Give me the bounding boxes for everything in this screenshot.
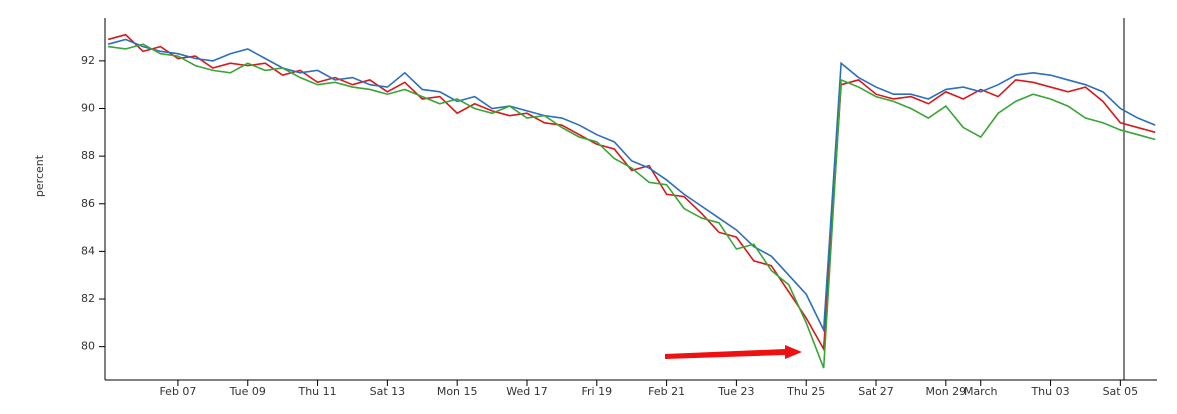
y-axis-label: percent <box>33 154 46 197</box>
y-tick-label: 80 <box>81 340 95 353</box>
x-tick-label: Thu 25 <box>786 385 825 398</box>
x-tick-label: Thu 11 <box>297 385 336 398</box>
y-tick-label: 92 <box>81 54 95 67</box>
arrow <box>665 345 802 359</box>
series-line <box>107 38 1156 334</box>
x-tick-label: Fri 19 <box>581 385 612 398</box>
annotation-arrow <box>665 345 802 359</box>
x-tick-label: Tue 09 <box>229 385 266 398</box>
x-tick-label: Tue 23 <box>717 385 754 398</box>
x-tick-label: Mon 15 <box>437 385 478 398</box>
y-tick-label: 84 <box>81 244 95 257</box>
y-tick-label: 82 <box>81 292 95 305</box>
series-line <box>108 43 1156 369</box>
series-line <box>107 33 1156 352</box>
x-tick-label: Sat 05 <box>1103 385 1139 398</box>
lines <box>107 33 1156 369</box>
y-tick-label: 88 <box>81 149 95 162</box>
x-tick-label: Sat 27 <box>858 385 894 398</box>
x-tick-label: Wed 17 <box>506 385 547 398</box>
x-tick-label: March <box>964 385 998 398</box>
y-tick-label: 86 <box>81 197 95 210</box>
x-tick-label: Thu 03 <box>1030 385 1069 398</box>
x-tick-label: Feb 21 <box>648 385 685 398</box>
x-tick-label: Feb 07 <box>159 385 196 398</box>
y-tick-label: 90 <box>81 102 95 115</box>
x-tick-label: Sat 13 <box>370 385 406 398</box>
x-tick-label: Mon 29 <box>925 385 966 398</box>
